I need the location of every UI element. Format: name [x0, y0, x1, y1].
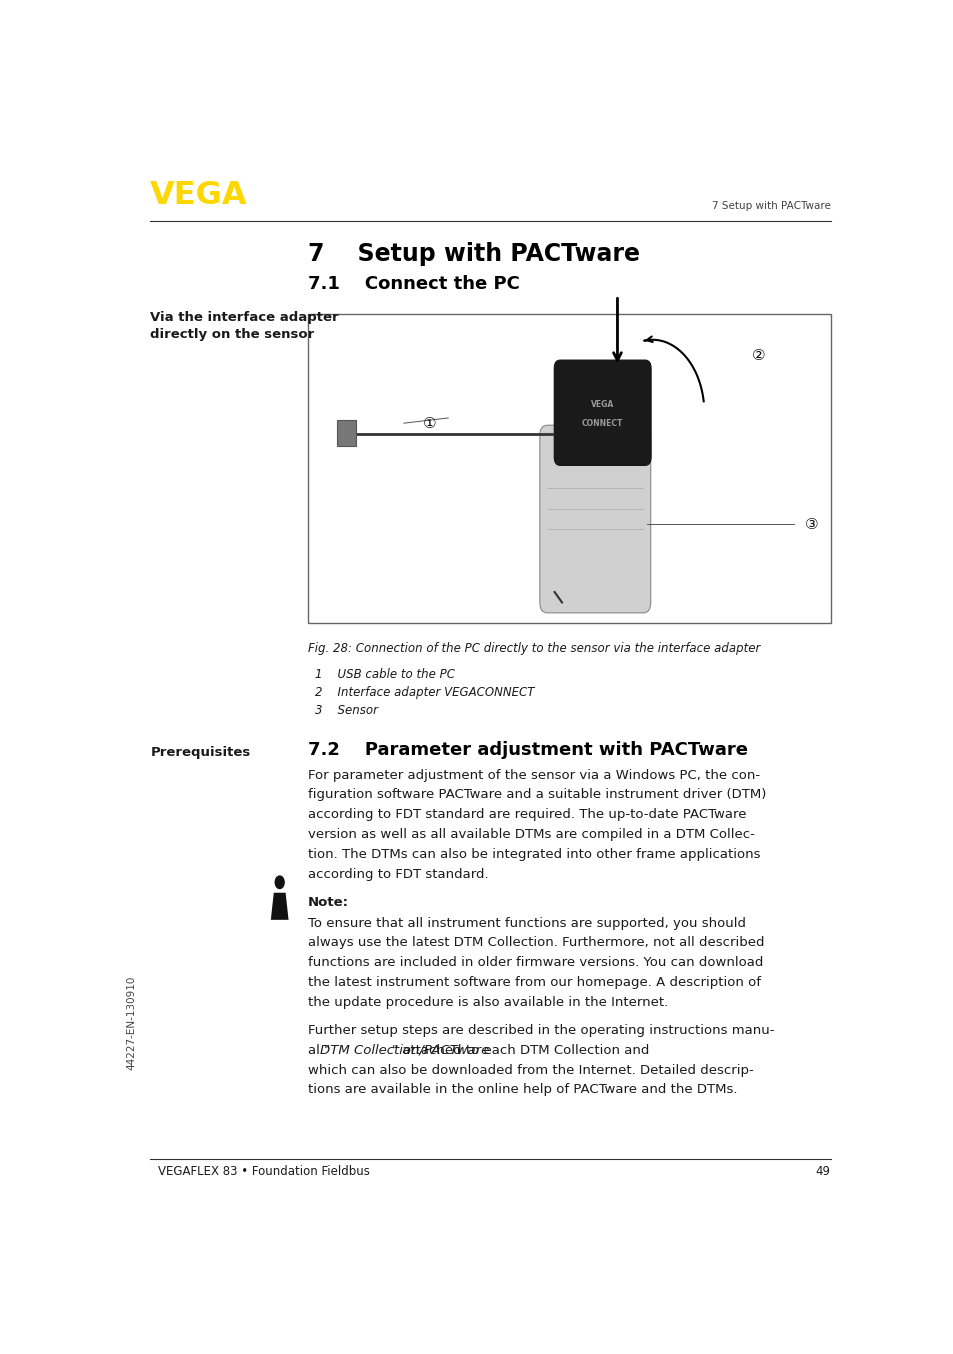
Text: al ": al "	[308, 1044, 330, 1057]
Text: 44227-EN-130910: 44227-EN-130910	[126, 975, 136, 1070]
Text: For parameter adjustment of the sensor via a Windows PC, the con-: For parameter adjustment of the sensor v…	[308, 769, 760, 781]
Text: CONNECT: CONNECT	[581, 418, 622, 428]
Text: DTM Collection/PACTware: DTM Collection/PACTware	[320, 1044, 489, 1057]
Text: according to FDT standard are required. The up-to-date PACTware: according to FDT standard are required. …	[308, 808, 745, 821]
Text: which can also be downloaded from the Internet. Detailed descrip-: which can also be downloaded from the In…	[308, 1064, 753, 1076]
FancyBboxPatch shape	[561, 378, 628, 445]
Text: 1    USB cable to the PC: 1 USB cable to the PC	[314, 668, 455, 681]
Polygon shape	[271, 892, 288, 919]
Text: tions are available in the online help of PACTware and the DTMs.: tions are available in the online help o…	[308, 1083, 737, 1097]
Text: To ensure that all instrument functions are supported, you should: To ensure that all instrument functions …	[308, 917, 745, 930]
Text: according to FDT standard.: according to FDT standard.	[308, 868, 488, 880]
FancyBboxPatch shape	[337, 420, 355, 445]
Text: 2    Interface adapter VEGACONNECT: 2 Interface adapter VEGACONNECT	[314, 686, 534, 699]
Text: version as well as all available DTMs are compiled in a DTM Collec-: version as well as all available DTMs ar…	[308, 827, 754, 841]
Text: Via the interface adapter: Via the interface adapter	[151, 310, 338, 324]
Text: Fig. 28: Connection of the PC directly to the sensor via the interface adapter: Fig. 28: Connection of the PC directly t…	[308, 642, 760, 655]
Text: 7    Setup with PACTware: 7 Setup with PACTware	[308, 242, 639, 265]
Text: VEGA: VEGA	[151, 180, 248, 211]
Text: " attached to each DTM Collection and: " attached to each DTM Collection and	[392, 1044, 648, 1057]
Text: 7.1    Connect the PC: 7.1 Connect the PC	[308, 275, 519, 292]
FancyBboxPatch shape	[554, 360, 650, 466]
Text: functions are included in older firmware versions. You can download: functions are included in older firmware…	[308, 956, 762, 969]
Text: the update procedure is also available in the Internet.: the update procedure is also available i…	[308, 995, 667, 1009]
Text: ③: ③	[804, 517, 818, 532]
Text: 7.2    Parameter adjustment with PACTware: 7.2 Parameter adjustment with PACTware	[308, 741, 747, 760]
Text: tion. The DTMs can also be integrated into other frame applications: tion. The DTMs can also be integrated in…	[308, 848, 760, 861]
Text: 49: 49	[815, 1166, 830, 1178]
Text: Further setup steps are described in the operating instructions manu-: Further setup steps are described in the…	[308, 1024, 774, 1037]
Text: Prerequisites: Prerequisites	[151, 746, 251, 760]
Text: directly on the sensor: directly on the sensor	[151, 328, 314, 341]
Text: VEGAFLEX 83 • Foundation Fieldbus: VEGAFLEX 83 • Foundation Fieldbus	[157, 1166, 369, 1178]
Text: ②: ②	[751, 348, 765, 363]
Circle shape	[275, 876, 284, 888]
FancyBboxPatch shape	[539, 425, 650, 613]
Text: the latest instrument software from our homepage. A description of: the latest instrument software from our …	[308, 976, 760, 988]
FancyBboxPatch shape	[308, 314, 830, 623]
Text: 3    Sensor: 3 Sensor	[314, 704, 377, 718]
Text: always use the latest DTM Collection. Furthermore, not all described: always use the latest DTM Collection. Fu…	[308, 937, 763, 949]
Text: Note:: Note:	[308, 896, 349, 909]
Text: 7 Setup with PACTware: 7 Setup with PACTware	[711, 202, 830, 211]
Text: ①: ①	[422, 416, 436, 431]
Text: figuration software PACTware and a suitable instrument driver (DTM): figuration software PACTware and a suita…	[308, 788, 765, 802]
Text: VEGA: VEGA	[591, 399, 614, 409]
